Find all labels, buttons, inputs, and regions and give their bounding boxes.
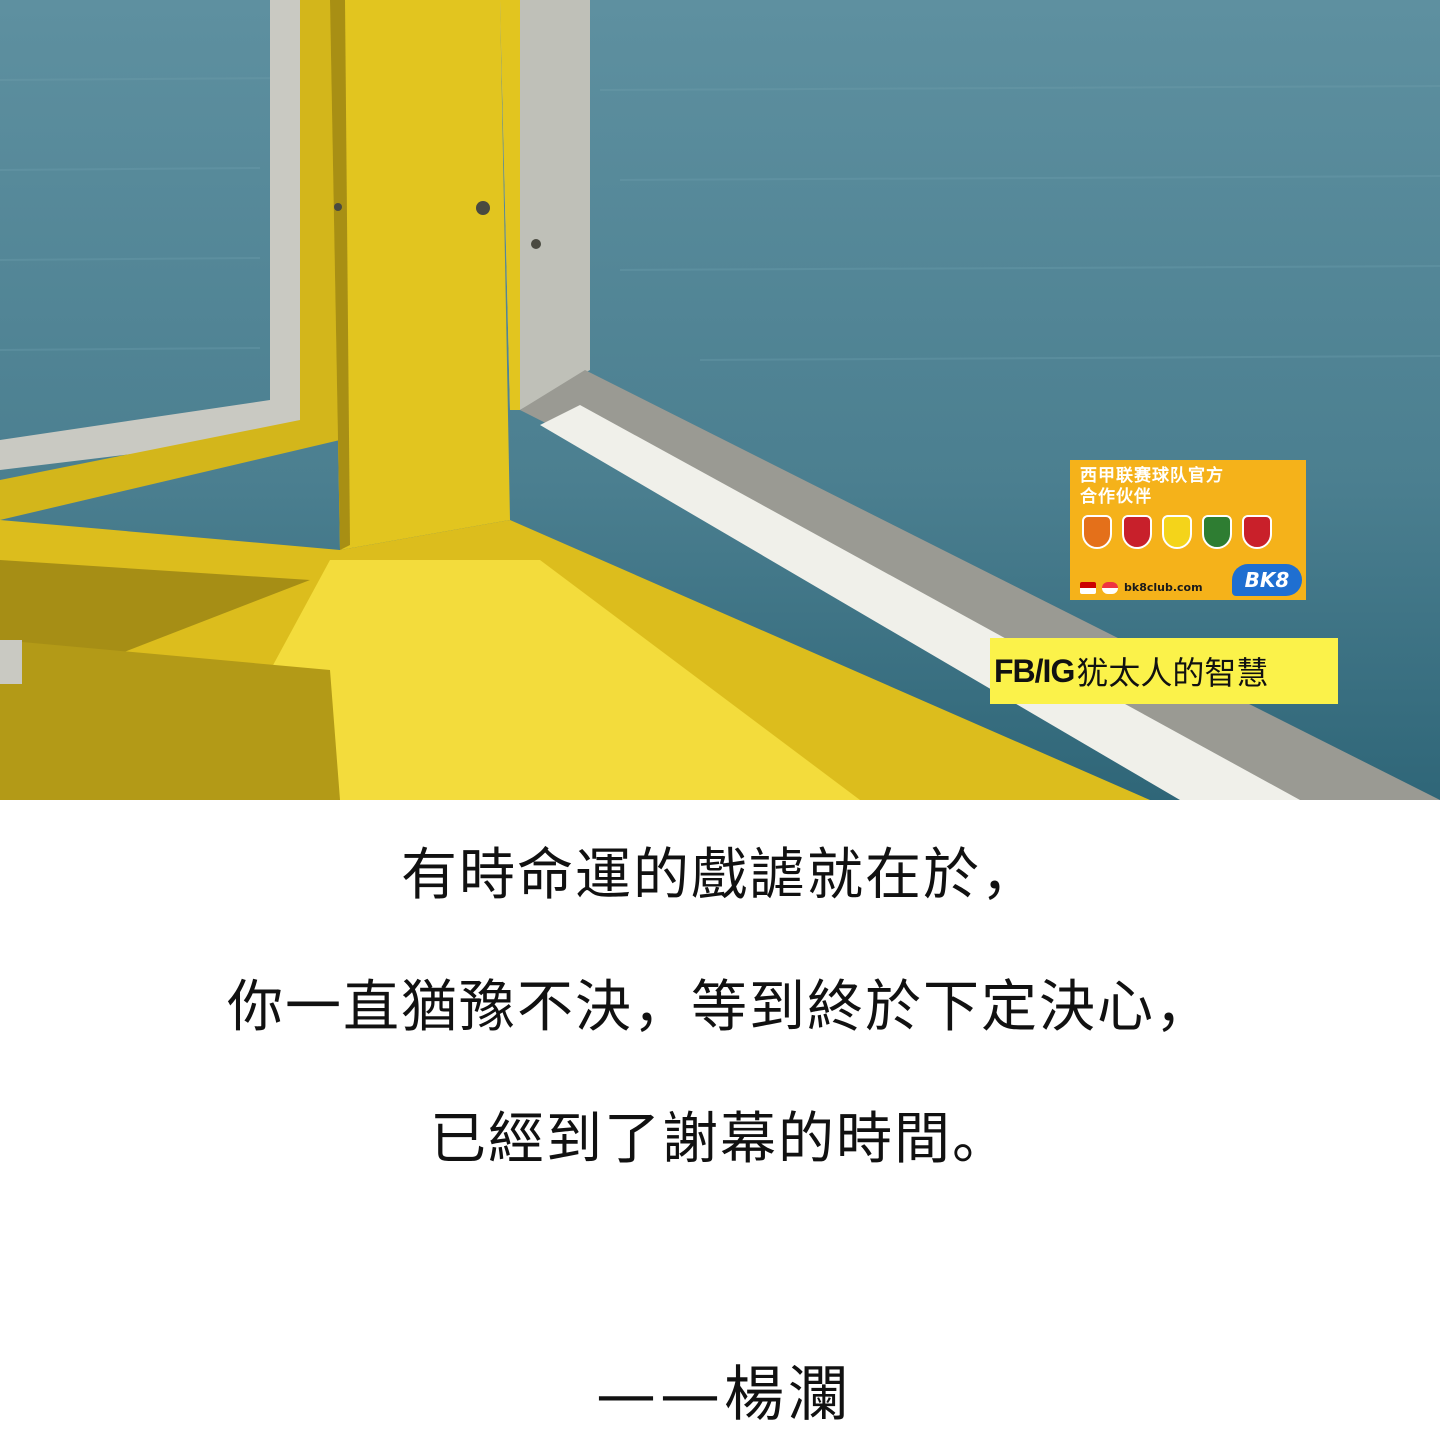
screw	[531, 239, 541, 249]
latch	[0, 640, 22, 684]
ad-footer: bk8club.com	[1080, 581, 1203, 594]
quote-author: ——楊瀾	[596, 1360, 852, 1430]
ad-domain: bk8club.com	[1124, 581, 1203, 594]
credit-tag: FB/IG 犹太人的智慧	[990, 638, 1338, 704]
sea-waves	[0, 77, 1440, 361]
club-crest-icon	[1202, 515, 1232, 549]
bk8-logo: BK8	[1232, 564, 1302, 596]
quote-line-2: 你一直猶豫不決，等到終於下定決心，	[227, 975, 1213, 1040]
credit-handle: FB/IG	[994, 652, 1075, 689]
club-crest-icon	[1242, 515, 1272, 549]
club-crest-icon	[1122, 515, 1152, 549]
sponsor-ad-badge[interactable]: 西甲联赛球队官方 合作伙伴 bk8club.com BK8	[1070, 460, 1306, 600]
club-crest-icon	[1162, 515, 1192, 549]
photo-yellow-window-sea	[0, 0, 1440, 800]
right-metal-frame	[500, 0, 590, 410]
club-crests	[1082, 515, 1296, 549]
quote-line-1: 有時命運的戲謔就在於，	[401, 843, 1039, 908]
credit-name: 犹太人的智慧	[1076, 654, 1269, 692]
left-yellow-frame	[0, 0, 340, 520]
club-crest-icon	[1082, 515, 1112, 549]
quote-line-3: 已經到了謝幕的時間。	[430, 1107, 1010, 1172]
screw	[476, 201, 490, 215]
singapore-flag-icon	[1102, 581, 1118, 594]
central-pillar	[330, 0, 510, 550]
ad-title-line1: 西甲联赛球队官方	[1080, 466, 1224, 486]
photo-illustration	[0, 0, 1440, 800]
malaysia-flag-icon	[1080, 581, 1096, 594]
ad-title-line2: 合作伙伴	[1080, 487, 1152, 507]
sunlit-patch	[200, 560, 860, 800]
screw	[334, 203, 342, 211]
